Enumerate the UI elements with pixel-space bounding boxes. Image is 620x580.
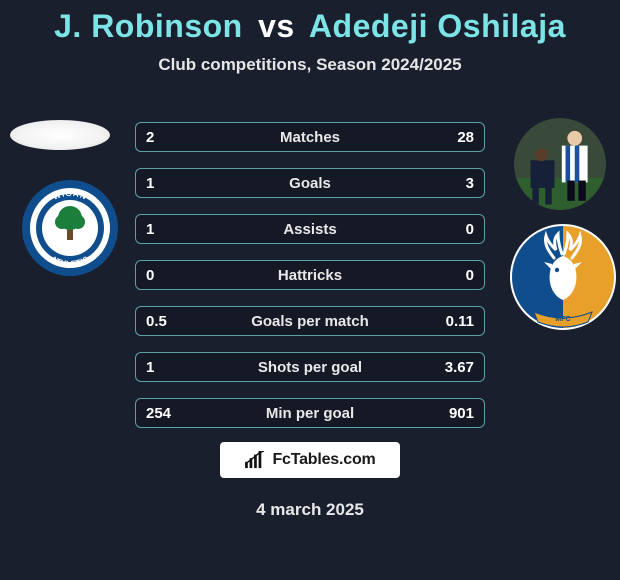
stat-label: Goals per match	[136, 313, 484, 330]
stat-row: 1 Shots per goal 3.67	[135, 352, 485, 382]
mansfield-crest-icon: MFC	[508, 222, 618, 332]
fctables-logo-icon	[244, 451, 266, 469]
brand-badge: FcTables.com	[220, 442, 400, 478]
stat-right-value: 3.67	[445, 359, 474, 376]
stat-row: 0 Hattricks 0	[135, 260, 485, 290]
stat-label: Min per goal	[136, 405, 484, 422]
stat-row: 1 Goals 3	[135, 168, 485, 198]
stat-left-value: 1	[146, 175, 154, 192]
stats-table: 2 Matches 28 1 Goals 3 1 Assists 0 0 Hat…	[135, 122, 485, 444]
player1-club-crest: WIGAN ATHLETIC	[20, 178, 120, 278]
stat-left-value: 0	[146, 267, 154, 284]
player2-club-crest: MFC	[508, 222, 618, 332]
wigan-crest-icon: WIGAN ATHLETIC	[20, 178, 120, 278]
player1-name: J. Robinson	[54, 8, 243, 44]
player2-photo-svg	[514, 118, 606, 210]
subtitle: Club competitions, Season 2024/2025	[0, 55, 620, 75]
stat-right-value: 28	[457, 129, 474, 146]
stat-label: Assists	[136, 221, 484, 238]
player1-photo	[10, 120, 110, 150]
stat-left-value: 254	[146, 405, 171, 422]
svg-text:MFC: MFC	[555, 316, 570, 323]
stat-left-value: 1	[146, 359, 154, 376]
stat-label: Goals	[136, 175, 484, 192]
stat-row: 2 Matches 28	[135, 122, 485, 152]
stat-right-value: 0	[466, 267, 474, 284]
brand-text: FcTables.com	[272, 451, 375, 469]
stat-label: Matches	[136, 129, 484, 146]
stat-row: 254 Min per goal 901	[135, 398, 485, 428]
stat-left-value: 1	[146, 221, 154, 238]
stat-right-value: 901	[449, 405, 474, 422]
date-label: 4 march 2025	[0, 500, 620, 520]
stat-label: Shots per goal	[136, 359, 484, 376]
player2-photo	[514, 118, 606, 210]
stat-label: Hattricks	[136, 267, 484, 284]
stat-right-value: 3	[466, 175, 474, 192]
page-title: J. Robinson vs Adedeji Oshilaja	[0, 8, 620, 45]
stat-row: 1 Assists 0	[135, 214, 485, 244]
stat-row: 0.5 Goals per match 0.11	[135, 306, 485, 336]
stat-left-value: 2	[146, 129, 154, 146]
stat-right-value: 0.11	[446, 313, 474, 330]
stat-right-value: 0	[466, 221, 474, 238]
player2-name: Adedeji Oshilaja	[309, 8, 566, 44]
stat-left-value: 0.5	[146, 313, 167, 330]
vs-label: vs	[258, 8, 295, 44]
comparison-card: J. Robinson vs Adedeji Oshilaja Club com…	[0, 0, 620, 580]
